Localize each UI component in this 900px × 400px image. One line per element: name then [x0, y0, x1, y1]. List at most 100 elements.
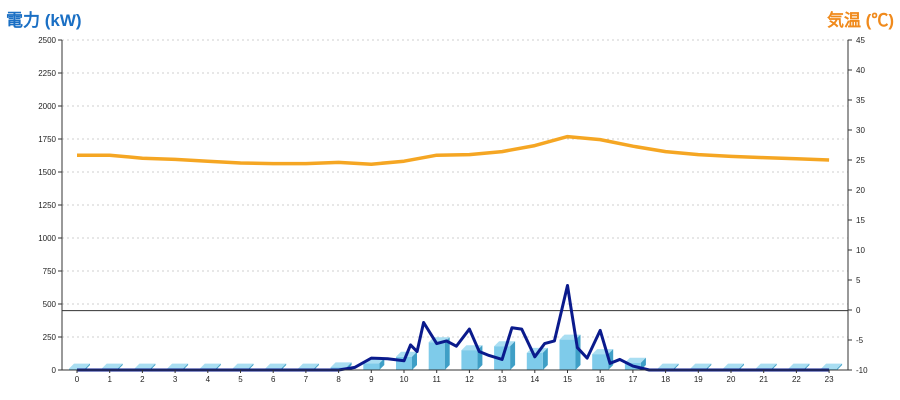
bar-top — [755, 363, 777, 369]
x-tick-label: 15 — [563, 375, 572, 384]
bar-front — [461, 350, 478, 370]
right-tick-label: 15 — [856, 216, 865, 225]
x-tick-label: 9 — [369, 375, 374, 384]
x-tick-label: 4 — [206, 375, 211, 384]
x-tick-label: 20 — [727, 375, 736, 384]
left-tick-label: 500 — [43, 300, 57, 309]
bar-top — [624, 357, 646, 363]
left-tick-label: 0 — [52, 366, 57, 375]
bar-top — [723, 363, 744, 369]
right-tick-label: 30 — [856, 126, 865, 135]
x-tick-label: 2 — [140, 375, 145, 384]
bar-top — [297, 363, 319, 369]
bar-top — [101, 363, 123, 369]
bar-side — [150, 363, 156, 370]
x-tick-label: 6 — [271, 375, 276, 384]
bar-side — [85, 363, 90, 370]
bar-top — [821, 363, 843, 369]
bar-top — [657, 363, 679, 369]
bar-side — [739, 363, 744, 370]
bar-side — [510, 341, 516, 370]
x-tick-label: 16 — [596, 375, 605, 384]
bar-side — [117, 363, 123, 370]
x-tick-label: 0 — [75, 375, 80, 384]
bar-side — [379, 358, 385, 370]
bar-side — [837, 363, 843, 370]
left-tick-label: 1750 — [38, 135, 56, 144]
bar-side — [248, 363, 254, 370]
left-tick-label: 1500 — [38, 168, 56, 177]
left-axis-title: 電力 (kW) — [6, 11, 82, 30]
bar-front — [592, 354, 609, 370]
bar-side — [804, 363, 810, 370]
x-tick-label: 17 — [628, 375, 637, 384]
bar-front — [526, 352, 543, 370]
left-tick-label: 2500 — [38, 36, 56, 45]
bar-top — [199, 363, 221, 369]
bar-side — [706, 363, 712, 370]
power-line — [77, 284, 830, 372]
right-axis-title: 気温 (℃) — [826, 11, 894, 30]
temperature-line — [77, 134, 830, 166]
bar-layer — [69, 334, 843, 370]
bar-top — [788, 363, 810, 369]
bar-side — [183, 363, 189, 370]
bar-top — [494, 341, 516, 347]
x-tick-label: 13 — [498, 375, 507, 384]
bar — [592, 349, 614, 370]
x-tick-label: 11 — [433, 375, 442, 384]
x-tick-label: 5 — [238, 375, 243, 384]
left-tick-label: 250 — [43, 333, 57, 342]
right-tick-label: 40 — [856, 66, 865, 75]
x-tick-label: 19 — [694, 375, 703, 384]
x-tick-label: 18 — [661, 375, 670, 384]
right-tick-label: 0 — [856, 306, 861, 315]
left-tick-label: 1000 — [38, 234, 56, 243]
bar-side — [673, 363, 679, 370]
bar-side — [313, 363, 319, 370]
right-tick-label: 35 — [856, 96, 865, 105]
x-tick-label: 21 — [759, 375, 768, 384]
bar-front — [363, 363, 380, 370]
bar-side — [281, 363, 287, 370]
bar-side — [215, 363, 221, 370]
right-tick-label: 25 — [856, 156, 865, 165]
bar-side — [542, 347, 548, 370]
bar — [559, 334, 581, 370]
bar-top — [265, 363, 287, 369]
x-tick-label: 1 — [107, 375, 112, 384]
bar-front — [428, 342, 445, 370]
x-tick-label: 7 — [304, 375, 309, 384]
bar-top — [232, 363, 254, 369]
left-tick-label: 2250 — [38, 69, 56, 78]
right-tick-label: -5 — [856, 336, 864, 345]
x-tick-label: 23 — [825, 375, 834, 384]
bar-side — [444, 337, 450, 370]
bar-top — [690, 363, 712, 369]
left-tick-label: 2000 — [38, 102, 56, 111]
bar-side — [412, 351, 417, 370]
bar-front — [559, 339, 576, 370]
right-tick-label: 45 — [856, 36, 865, 45]
x-tick-label: 14 — [530, 375, 539, 384]
x-tick-label: 10 — [400, 375, 409, 384]
bar-top — [330, 362, 352, 368]
right-tick-label: 10 — [856, 246, 865, 255]
x-tick-label: 8 — [336, 375, 341, 384]
bar-side — [771, 363, 777, 370]
axis-layer: 02505007501000125015001750200022502500-1… — [38, 36, 868, 384]
grid-layer — [62, 39, 848, 338]
right-tick-label: 20 — [856, 186, 865, 195]
x-tick-label: 12 — [465, 375, 474, 384]
right-tick-label: 5 — [856, 276, 861, 285]
bar-top — [167, 363, 189, 369]
left-tick-label: 1250 — [38, 201, 56, 210]
x-tick-label: 3 — [173, 375, 178, 384]
left-tick-label: 750 — [43, 267, 57, 276]
x-tick-label: 22 — [792, 375, 801, 384]
right-tick-label: -10 — [856, 366, 868, 375]
bar-top — [69, 363, 90, 369]
bar-top — [134, 363, 156, 369]
